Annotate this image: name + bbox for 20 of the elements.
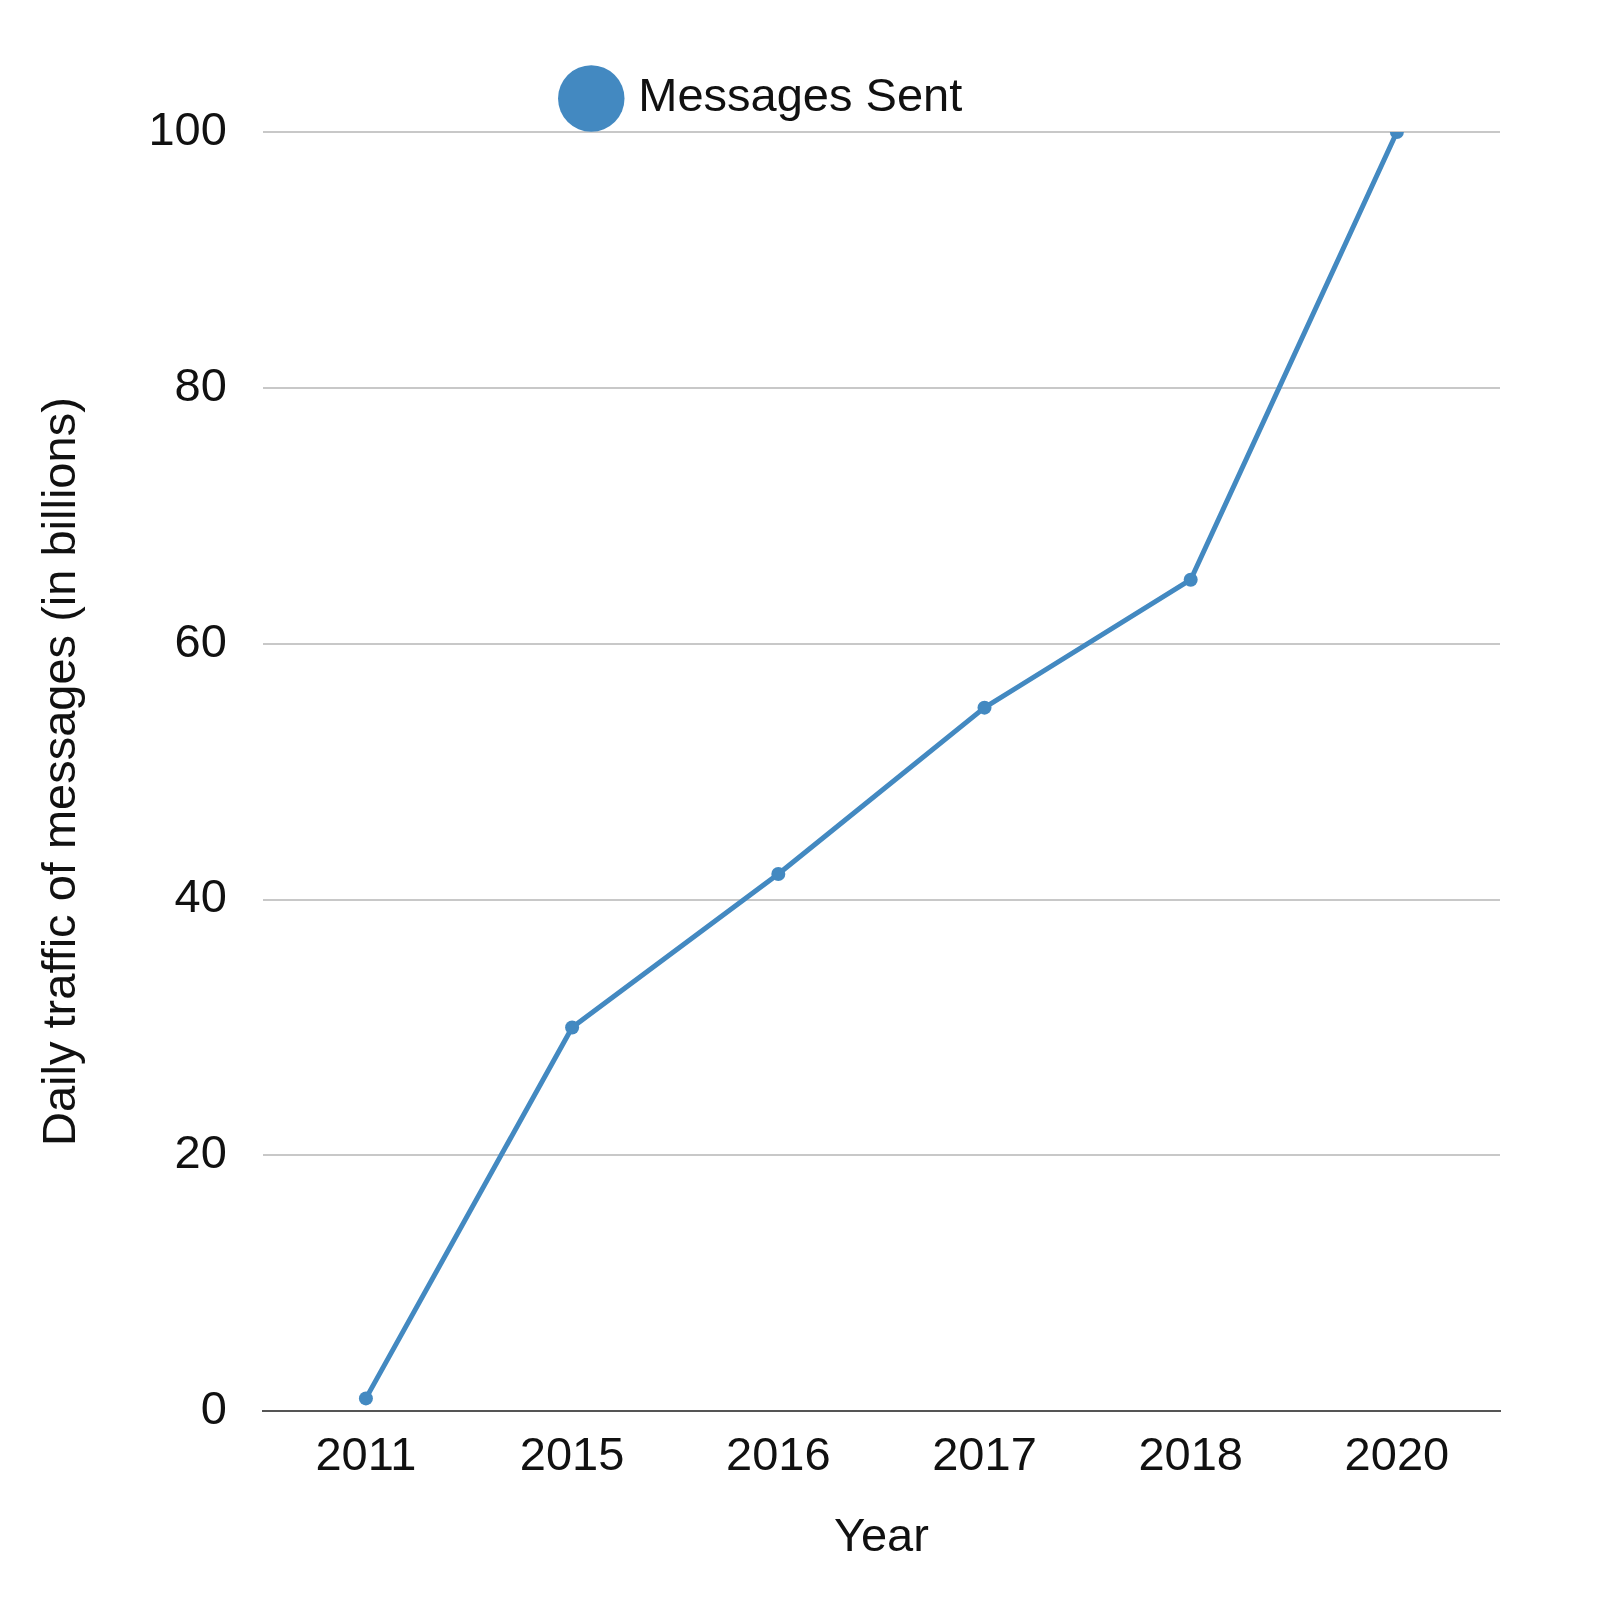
x-tick-label: 2018 bbox=[1138, 1427, 1243, 1481]
x-tick-label: 2017 bbox=[932, 1427, 1037, 1481]
y-axis-title: Daily traffic of messages (in billions) bbox=[32, 397, 86, 1146]
x-axis-title: Year bbox=[833, 1507, 929, 1561]
legend-label: Messages Sent bbox=[638, 68, 963, 122]
y-tick-label: 100 bbox=[148, 101, 227, 155]
x-tick-label: 2020 bbox=[1344, 1427, 1450, 1481]
x-tick-label: 2011 bbox=[315, 1427, 417, 1481]
point bbox=[771, 866, 786, 881]
point bbox=[977, 700, 992, 715]
y-tick-label: 60 bbox=[174, 613, 227, 667]
x-tick-label: 2016 bbox=[726, 1427, 831, 1481]
y-tick-label: 40 bbox=[174, 869, 227, 923]
x-tick-label: 2015 bbox=[519, 1427, 625, 1481]
y-tick-label: 80 bbox=[174, 357, 227, 411]
y-tick-label: 0 bbox=[200, 1381, 227, 1435]
point bbox=[1183, 572, 1198, 587]
point bbox=[565, 1020, 580, 1035]
point bbox=[358, 1391, 373, 1406]
y-tick-label: 20 bbox=[174, 1125, 227, 1179]
